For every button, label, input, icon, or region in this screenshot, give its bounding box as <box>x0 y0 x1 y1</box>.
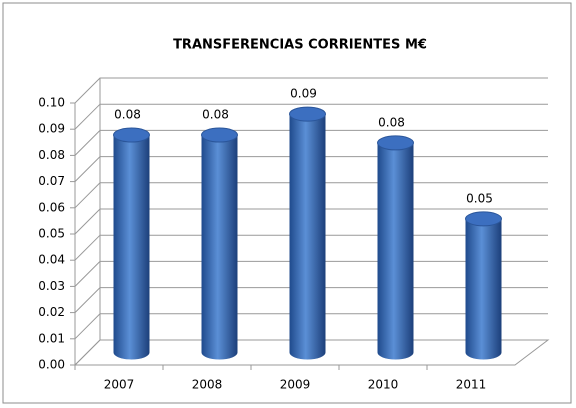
grid-line <box>74 129 548 156</box>
chart-title: TRANSFERENCIAS CORRIENTES M€ <box>173 38 427 53</box>
bar-top <box>465 211 502 227</box>
bar-body <box>113 135 150 360</box>
x-tick-label: 2008 <box>192 378 223 392</box>
x-tick-label: 2011 <box>456 378 487 392</box>
bar-top <box>113 127 150 143</box>
bar <box>465 211 502 360</box>
y-tick-label: 0.05 <box>38 227 65 241</box>
bar-body <box>201 135 238 360</box>
grid-line <box>74 77 548 104</box>
x-tick-label: 2010 <box>368 378 399 392</box>
y-tick-label: 0.10 <box>38 96 65 110</box>
x-tick-label: 2009 <box>280 378 311 392</box>
y-tick-label: 0.09 <box>38 122 65 136</box>
bar <box>289 106 326 360</box>
bar-body <box>465 218 502 360</box>
value-label: 0.09 <box>290 87 317 101</box>
bar <box>377 135 414 360</box>
bar-top <box>377 135 414 151</box>
value-label: 0.08 <box>114 108 141 122</box>
y-tick-label: 0.02 <box>38 305 65 319</box>
bar <box>201 127 238 360</box>
bar-body <box>289 114 326 360</box>
bar-body <box>377 142 414 360</box>
bar-top <box>201 127 238 143</box>
value-label: 0.08 <box>378 115 405 129</box>
y-tick-label: 0.00 <box>38 358 65 372</box>
x-tick-label: 2007 <box>104 378 135 392</box>
y-tick-label: 0.07 <box>38 174 65 188</box>
value-label: 0.08 <box>202 108 229 122</box>
y-tick-label: 0.04 <box>38 253 65 267</box>
y-tick-label: 0.06 <box>38 200 65 214</box>
y-tick-label: 0.03 <box>38 279 65 293</box>
grid-line <box>74 103 548 130</box>
y-tick-label: 0.01 <box>38 331 65 345</box>
value-label: 0.05 <box>466 191 493 205</box>
y-tick-label: 0.08 <box>38 148 65 162</box>
bar-top <box>289 106 326 122</box>
bar <box>113 127 150 360</box>
